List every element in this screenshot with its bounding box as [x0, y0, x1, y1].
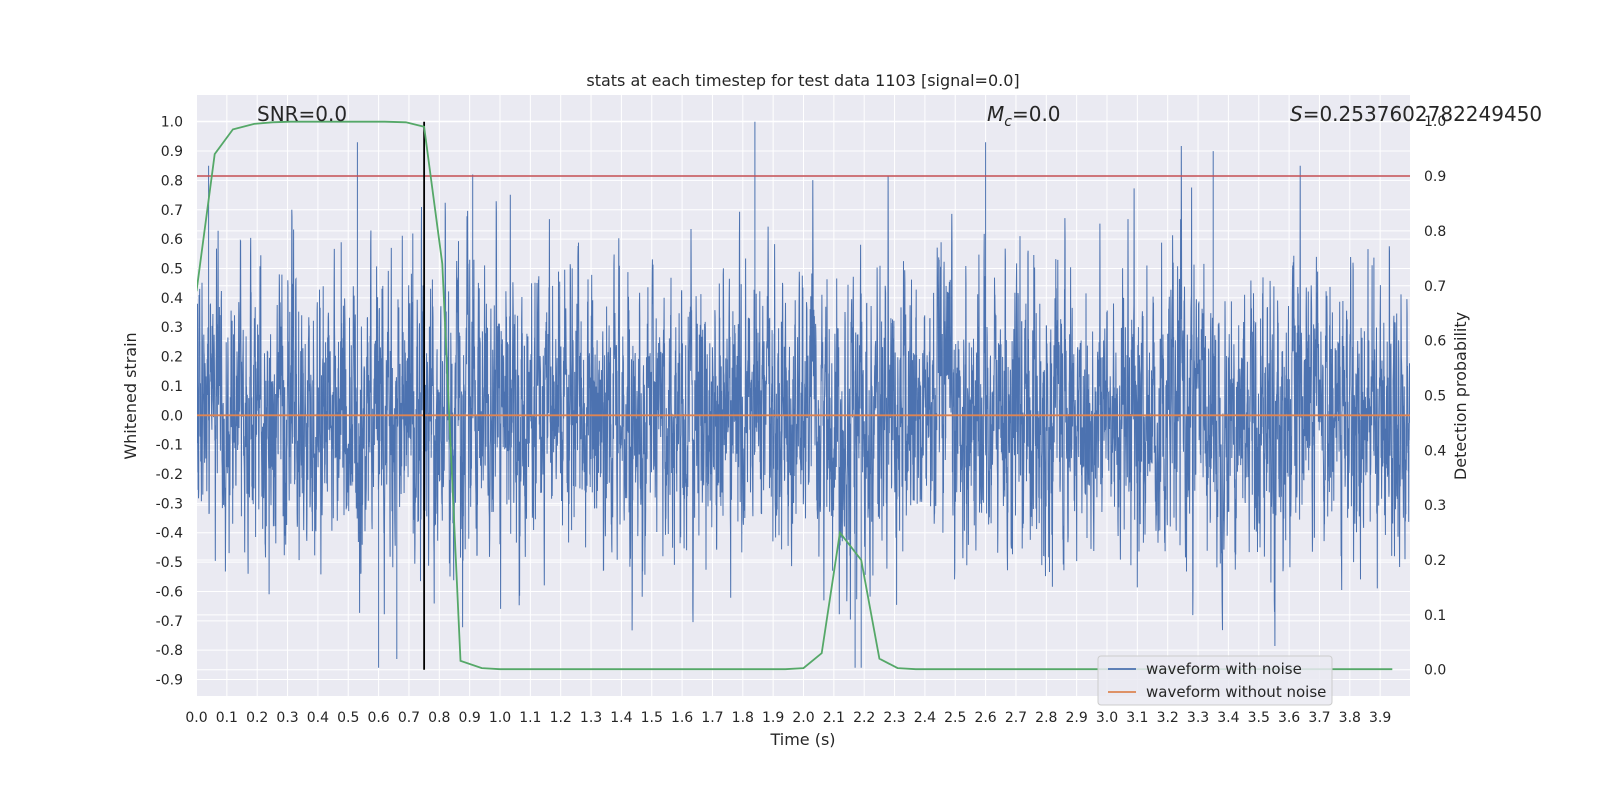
y-left-tick-label: -0.4 — [156, 526, 183, 542]
x-tick-label: 1.2 — [550, 710, 572, 726]
y-right-tick-label: 0.8 — [1424, 224, 1446, 240]
y-left-tick-label: 0.8 — [161, 173, 183, 189]
y-right-tick-label: 0.9 — [1424, 169, 1446, 185]
x-tick-label: 3.0 — [1096, 710, 1118, 726]
y-left-tick-label: -0.7 — [156, 614, 183, 630]
x-tick-label: 3.2 — [1157, 710, 1179, 726]
x-tick-label: 1.1 — [519, 710, 541, 726]
x-axis-ticks: 0.0 0.1 0.2 0.3 0.4 0.5 0.6 0.7 0.8 0.9 1.0 1.1 1.2 1… — [185, 710, 1391, 726]
x-tick-label: 1.8 — [732, 710, 754, 726]
x-tick-label: 2.6 — [974, 710, 996, 726]
y-axis-right-ticks: 1.0 0.9 0.8 0.7 0.6 0.5 0.4 0.3 0.2 0.1 0.0 — [1424, 114, 1446, 679]
x-tick-label: 0.3 — [276, 710, 298, 726]
y-left-tick-label: -0.3 — [156, 496, 183, 512]
x-tick-label: 2.4 — [914, 710, 936, 726]
series-waveform-with-noise — [197, 121, 1410, 668]
x-tick-label: 2.2 — [853, 710, 875, 726]
y-axis-left-label: Whitened strain — [121, 332, 140, 459]
y-right-tick-label: 0.4 — [1424, 443, 1446, 459]
x-tick-label: 2.5 — [944, 710, 966, 726]
chart-title: stats at each timestep for test data 110… — [586, 71, 1019, 90]
y-left-tick-label: 0.7 — [161, 203, 183, 219]
y-right-tick-label: 0.3 — [1424, 498, 1446, 514]
chirp-mass-symbol: M — [987, 102, 1004, 126]
x-tick-label: 1.7 — [701, 710, 723, 726]
y-left-tick-label: 0.2 — [161, 350, 183, 366]
x-tick-label: 2.9 — [1066, 710, 1088, 726]
x-tick-label: 1.9 — [762, 710, 784, 726]
y-left-tick-label: -0.6 — [156, 584, 183, 600]
chirp-mass-annotation: Mc=0.0 — [987, 102, 1061, 130]
y-right-tick-label: 0.6 — [1424, 334, 1446, 350]
x-tick-label: 3.1 — [1126, 710, 1148, 726]
x-tick-label: 2.3 — [883, 710, 905, 726]
y-right-tick-label: 0.7 — [1424, 279, 1446, 295]
legend: waveform with noise waveform without noi… — [1097, 655, 1333, 706]
y-left-tick-label: 0.9 — [161, 144, 183, 160]
y-right-tick-label: 1.0 — [1424, 114, 1446, 130]
x-tick-label: 0.0 — [185, 710, 207, 726]
y-left-tick-label: -0.5 — [156, 555, 183, 571]
y-axis-left-ticks: 1.0 0.9 0.8 0.7 0.6 0.5 0.4 0.3 0.2 0.1 0.0 -0.1 -0.… — [156, 115, 183, 689]
x-tick-label: 1.4 — [610, 710, 632, 726]
x-tick-label: 1.5 — [641, 710, 663, 726]
score-symbol: S — [1290, 102, 1303, 126]
chirp-mass-value: =0.0 — [1012, 102, 1061, 126]
x-tick-label: 3.3 — [1187, 710, 1209, 726]
snr-annotation: SNR=0.0 — [257, 102, 347, 126]
x-tick-label: 3.6 — [1278, 710, 1300, 726]
legend-label-clean: waveform without noise — [1146, 683, 1326, 701]
y-right-tick-label: 0.2 — [1424, 553, 1446, 569]
x-tick-label: 3.9 — [1369, 710, 1391, 726]
y-left-tick-label: -0.2 — [156, 467, 183, 483]
legend-label-noisy: waveform with noise — [1146, 660, 1302, 678]
y-left-tick-label: 0.5 — [161, 262, 183, 278]
x-tick-label: 2.0 — [792, 710, 814, 726]
y-right-tick-label: 0.1 — [1424, 608, 1446, 624]
x-tick-label: 3.7 — [1308, 710, 1330, 726]
y-left-tick-label: -0.9 — [156, 673, 183, 689]
legend-box — [1097, 655, 1333, 706]
y-left-tick-label: -0.1 — [156, 438, 183, 454]
x-tick-label: 1.3 — [580, 710, 602, 726]
x-tick-label: 0.8 — [428, 710, 450, 726]
y-left-tick-label: 0.6 — [161, 232, 183, 248]
x-tick-label: 3.4 — [1217, 710, 1239, 726]
y-axis-right-label: Detection probability — [1451, 312, 1470, 480]
x-tick-label: 0.1 — [216, 710, 238, 726]
y-left-tick-label: -0.8 — [156, 643, 183, 659]
x-tick-label: 3.8 — [1339, 710, 1361, 726]
x-tick-label: 0.7 — [398, 710, 420, 726]
x-tick-label: 1.6 — [671, 710, 693, 726]
x-tick-label: 1.0 — [489, 710, 511, 726]
y-right-tick-label: 0.0 — [1424, 663, 1446, 679]
x-tick-label: 3.5 — [1248, 710, 1270, 726]
x-axis-label: Time (s) — [769, 730, 835, 749]
x-tick-label: 0.4 — [307, 710, 329, 726]
chirp-mass-subscript: c — [1004, 114, 1012, 130]
x-tick-label: 0.5 — [337, 710, 359, 726]
y-right-tick-label: 0.5 — [1424, 388, 1446, 404]
score-annotation: S=0.2537602782249450 — [1290, 102, 1542, 126]
y-left-tick-label: 0.1 — [161, 379, 183, 395]
x-tick-label: 2.1 — [823, 710, 845, 726]
score-value: =0.2537602782249450 — [1303, 102, 1542, 126]
y-left-tick-label: 0.0 — [161, 408, 183, 424]
y-left-tick-label: 0.3 — [161, 320, 183, 336]
x-tick-label: 0.2 — [246, 710, 268, 726]
x-tick-label: 0.6 — [367, 710, 389, 726]
y-left-tick-label: 0.4 — [161, 291, 183, 307]
y-left-tick-label: 1.0 — [161, 115, 183, 131]
x-tick-label: 2.8 — [1035, 710, 1057, 726]
x-tick-label: 0.9 — [459, 710, 481, 726]
x-tick-label: 2.7 — [1005, 710, 1027, 726]
